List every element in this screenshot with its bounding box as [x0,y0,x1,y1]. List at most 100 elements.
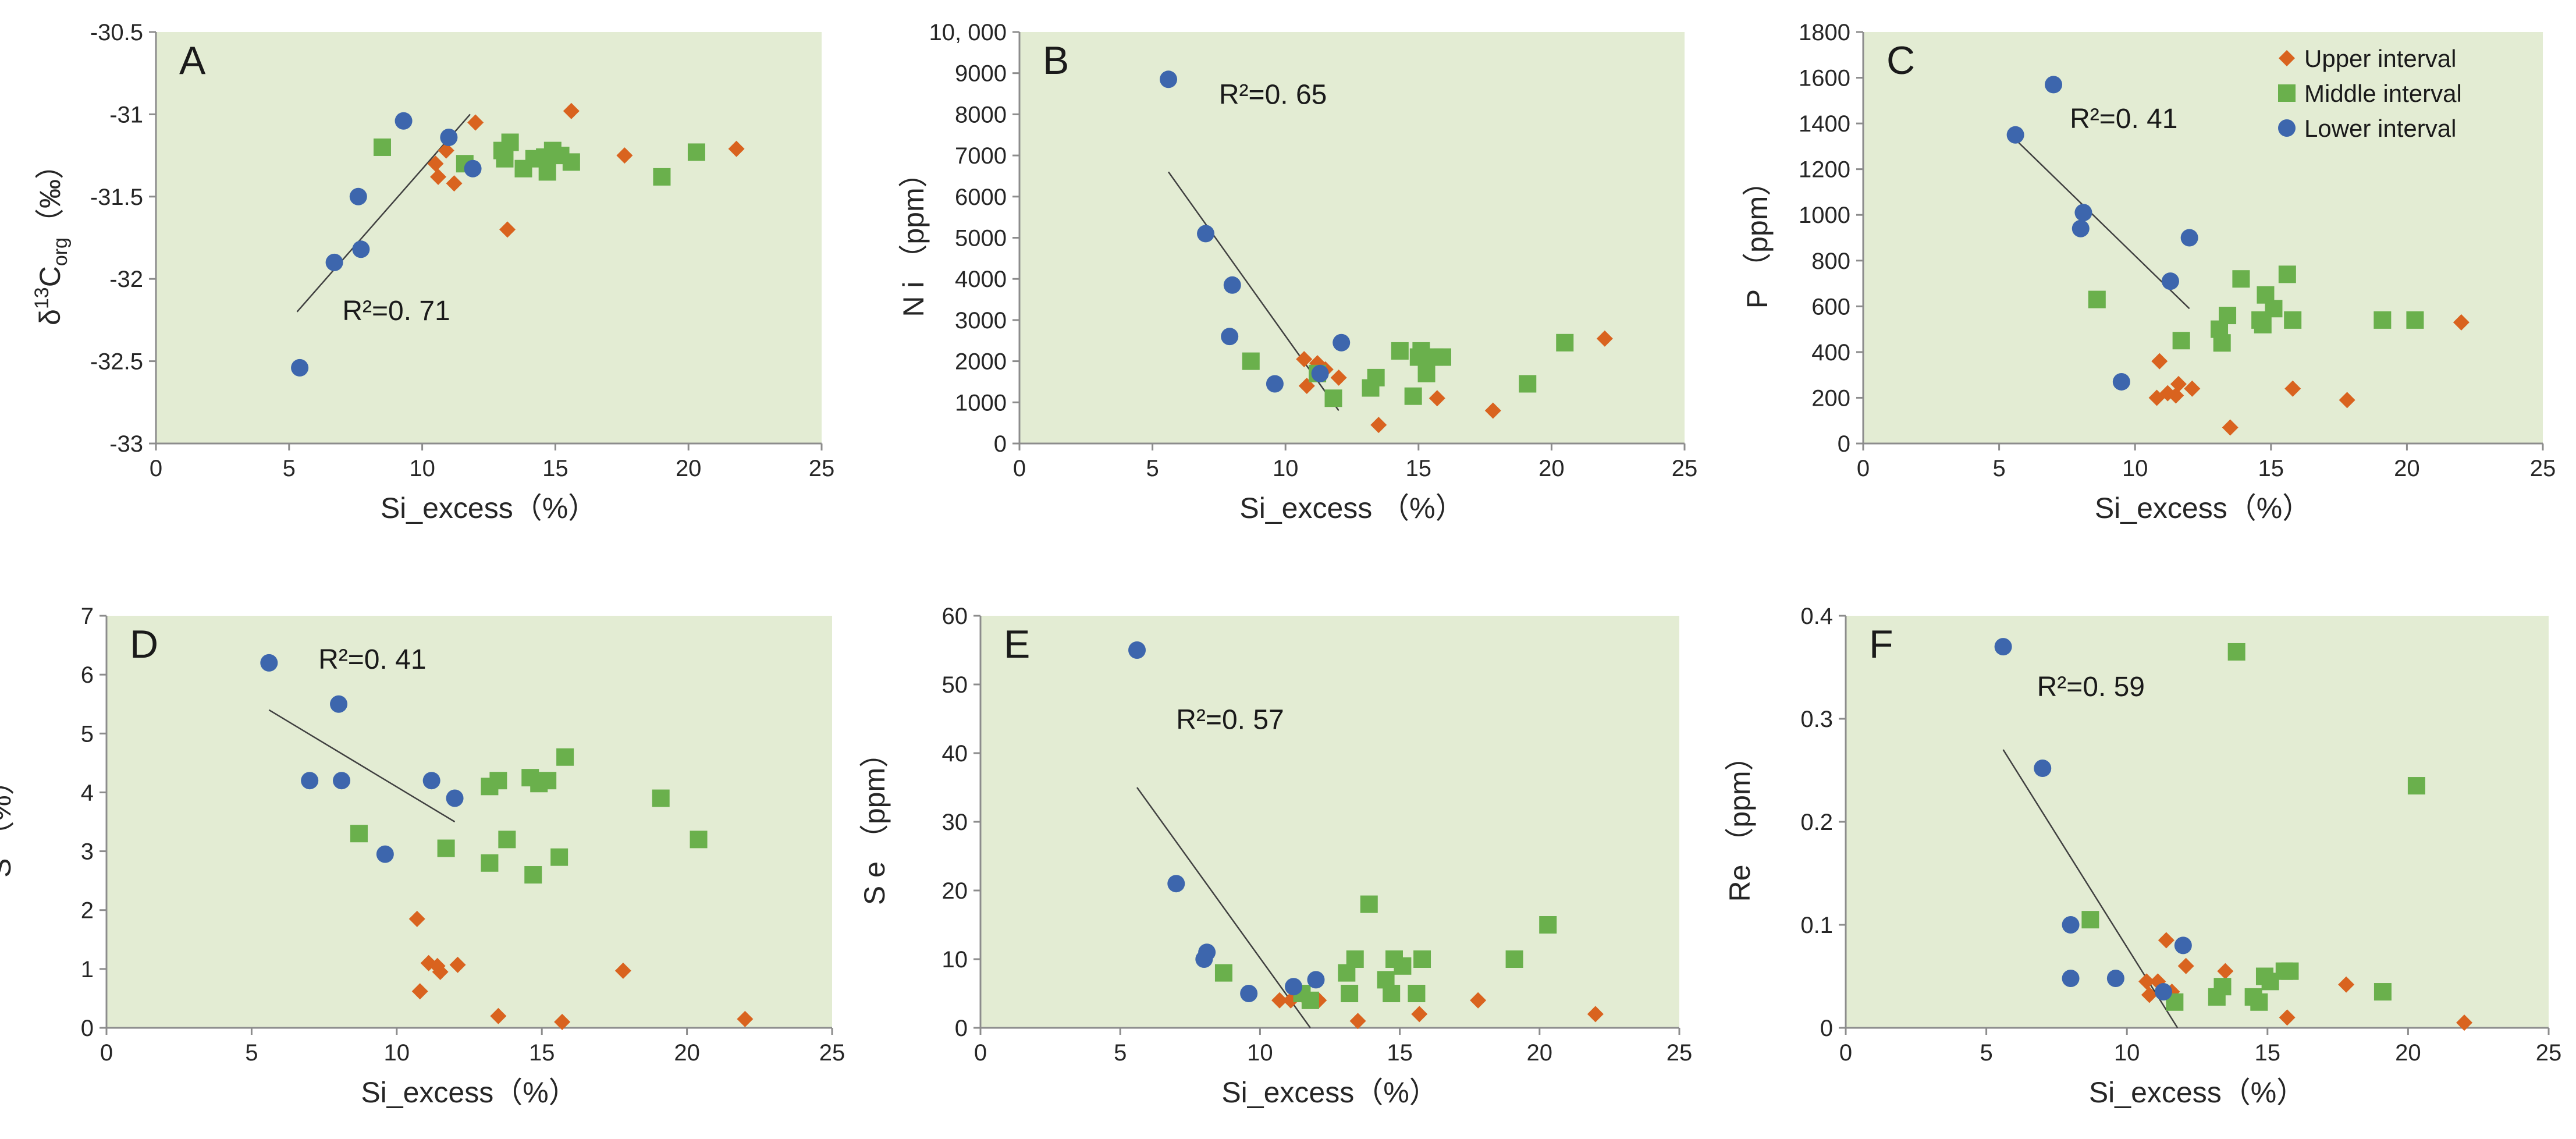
y-tick-label: -32.5 [90,349,143,375]
y-axis-label: P （ppm） [1741,167,1774,309]
x-tick-label: 0 [1013,456,1026,481]
legend-label: Middle interval [2304,80,2462,107]
trend-line [1136,787,1311,1028]
data-point [2339,392,2355,409]
y-tick-label: 0.3 [1800,707,1833,732]
panel-letter: A [179,38,206,83]
y-axis-label: S （%） [0,766,17,878]
x-tick-label: 25 [819,1040,845,1066]
x-tick-label: 20 [674,1040,700,1066]
data-point [2074,204,2092,222]
data-point [554,1013,571,1030]
data-point [1394,957,1412,975]
x-tick-label: 25 [809,456,835,481]
y-tick-label: -30.5 [90,20,143,45]
panel-d: 0 5 10 15 20 25 0 1 2 3 4 5 6 7 Si_excess（%） S （%） D R²=0… [0,604,845,1109]
data-point [427,155,444,172]
data-point [376,845,394,863]
y-tick-label: 0 [81,1016,94,1041]
data-point [2168,387,2184,404]
y-tick-label: 0 [1820,1016,1833,1041]
y-tick-label: 200 [1811,385,1850,411]
x-tick-label: 5 [283,456,296,481]
r-squared-label: R²=0. 59 [2037,672,2145,702]
data-point [349,187,367,205]
y-tick-label: 6000 [955,184,1007,210]
y-tick-label: 1800 [1799,20,1850,45]
data-point [1223,276,1241,294]
data-point [489,772,507,790]
data-point [652,789,670,807]
x-tick-label: 0 [1839,1040,1852,1066]
panel-letter: C [1886,38,1915,83]
data-point [2006,126,2024,144]
y-tick-label: 0.1 [1800,913,1833,938]
trend-line [296,113,471,313]
data-point [1271,992,1288,1009]
series-lower-interval [291,112,482,377]
y-tick-label: 50 [942,672,968,698]
data-point [437,839,455,857]
trend-line [268,709,456,823]
x-tick-label: 20 [676,456,702,481]
data-point [616,147,633,164]
legend-label: Lower interval [2304,115,2456,142]
y-tick-label: 4 [81,780,94,806]
x-tick-label: 0 [150,456,162,481]
y-tick-label: 8000 [955,102,1007,127]
data-point [1360,895,1378,913]
y-tick-label: 40 [942,741,968,767]
x-tick-label: 25 [1667,1040,1693,1066]
y-tick-label: -32 [109,267,143,292]
data-point [2374,983,2392,1001]
series-middle-interval [373,133,705,186]
data-point [1413,950,1431,968]
data-point [2250,993,2268,1011]
x-axis-label: Si_excess（%） [2095,492,2311,524]
data-point [1285,978,1303,996]
legend: Upper interval Middle interval Lower inter… [2278,45,2462,142]
panel-letter: D [130,622,158,666]
x-tick-label: 15 [2258,456,2284,481]
data-point [556,748,574,766]
data-point [1242,352,1260,370]
data-point [446,789,464,807]
y-tick-label: 10, 000 [929,20,1007,45]
series-lower-interval [1128,641,1325,1002]
data-point [260,654,278,672]
y-tick-label: 400 [1811,340,1850,366]
data-point [2284,311,2302,329]
y-axis-label-part: （‰） [34,150,66,237]
data-point [1167,875,1185,893]
y-tick-label: 10 [942,947,968,973]
data-point [325,253,343,271]
y-tick-label: 3 [81,839,94,865]
x-tick-label: 0 [1857,456,1870,481]
data-point [1333,333,1351,352]
data-point [1470,992,1487,1009]
plot-area [156,32,822,443]
data-point [2232,270,2250,288]
x-tick-label: 0 [100,1040,113,1066]
data-point [490,1007,507,1024]
y-tick-label: -33 [109,431,143,457]
y-tick-label: 2000 [955,349,1007,375]
data-point [1417,364,1436,382]
data-point [1505,950,1523,968]
data-point [1370,417,1387,434]
data-point [1411,1006,1428,1023]
data-point [538,163,556,181]
series-lower-interval [1160,70,1351,393]
x-tick-label: 5 [1980,1040,1992,1066]
data-point [1519,375,1537,393]
data-point [2034,759,2052,777]
plot-area [106,616,832,1028]
x-tick-label: 5 [1114,1040,1127,1066]
data-point [2151,353,2168,370]
data-point [737,1010,754,1027]
series-upper-interval [408,910,754,1030]
y-axis-label-part: C [34,266,66,287]
data-point [653,168,671,186]
x-tick-label: 0 [974,1040,987,1066]
data-point [1994,638,2012,656]
